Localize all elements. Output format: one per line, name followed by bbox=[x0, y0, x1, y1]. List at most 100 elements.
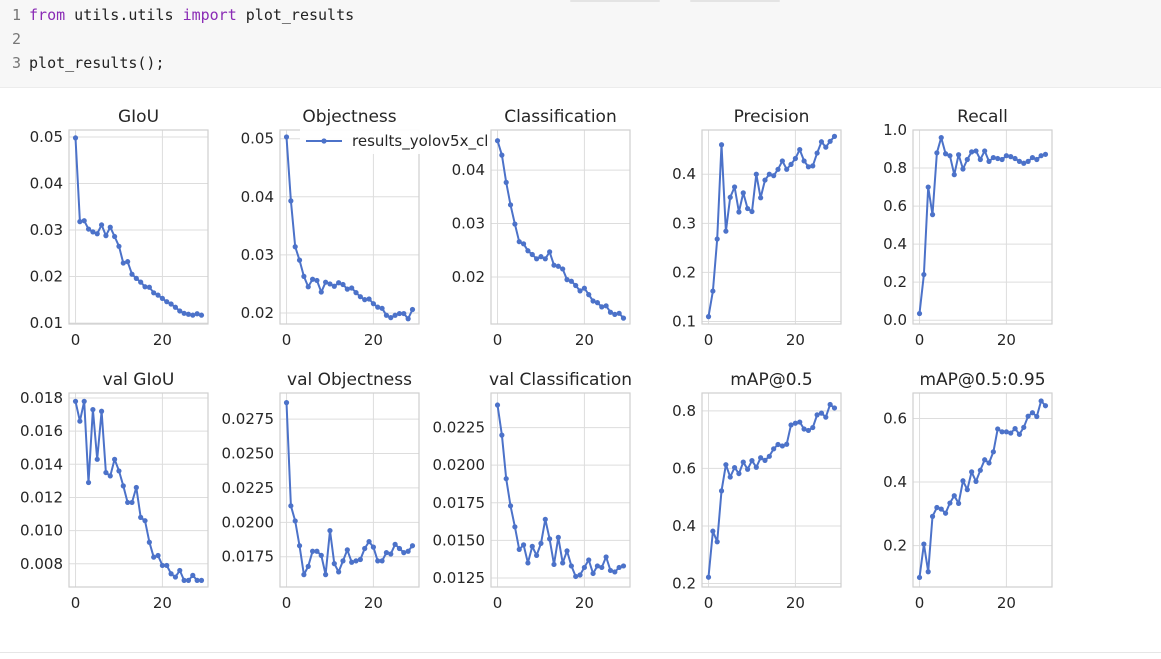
data-point bbox=[1016, 431, 1023, 437]
data-point bbox=[301, 273, 307, 279]
data-point bbox=[164, 299, 170, 305]
y-tick-label: 0.3 bbox=[672, 214, 696, 232]
data-point bbox=[805, 164, 812, 170]
data-point bbox=[107, 473, 113, 479]
data-point bbox=[190, 312, 196, 318]
y-tick-label: 0.01 bbox=[30, 314, 63, 332]
data-point bbox=[323, 279, 329, 285]
code-cell[interactable]: 1 from utils.utils import plot_results 2 … bbox=[0, 0, 1161, 88]
data-point bbox=[177, 567, 183, 574]
data-point bbox=[568, 278, 574, 284]
data-point bbox=[392, 312, 398, 318]
data-point bbox=[379, 558, 385, 564]
data-point bbox=[292, 518, 298, 524]
data-point bbox=[797, 419, 803, 425]
y-tick-label: 0.016 bbox=[20, 422, 63, 440]
data-point bbox=[551, 561, 557, 568]
data-point bbox=[362, 545, 368, 552]
y-tick-label: 0.02 bbox=[452, 268, 485, 286]
plot-area bbox=[280, 130, 419, 324]
data-point bbox=[159, 295, 165, 302]
data-point bbox=[714, 236, 720, 242]
data-point bbox=[327, 281, 333, 287]
y-tick-label: 0.2 bbox=[672, 575, 696, 593]
data-point bbox=[409, 543, 416, 549]
data-point bbox=[603, 303, 609, 309]
data-point bbox=[814, 150, 820, 156]
y-tick-label: 0.03 bbox=[30, 221, 63, 239]
code-line-3: 3 plot_results(); bbox=[12, 54, 165, 72]
data-point bbox=[107, 224, 113, 230]
data-point bbox=[507, 503, 514, 509]
toolbar-button[interactable] bbox=[570, 0, 660, 2]
data-point bbox=[305, 284, 311, 290]
data-point bbox=[827, 138, 833, 144]
data-point bbox=[366, 538, 372, 545]
x-tick-label: 20 bbox=[997, 594, 1016, 612]
y-tick-label: 0.0175 bbox=[222, 548, 275, 566]
data-point bbox=[125, 259, 131, 265]
data-point bbox=[336, 569, 342, 575]
data-point bbox=[810, 424, 816, 431]
data-point bbox=[344, 547, 350, 553]
y-tick-label: 0.04 bbox=[452, 161, 485, 179]
data-point bbox=[151, 290, 157, 296]
data-point bbox=[155, 552, 161, 559]
data-point bbox=[168, 301, 174, 307]
x-tick-label: 20 bbox=[786, 594, 805, 612]
plot-frame bbox=[279, 392, 420, 588]
data-point bbox=[827, 401, 833, 408]
data-point bbox=[77, 418, 83, 424]
data-point bbox=[529, 543, 535, 549]
data-point bbox=[331, 283, 337, 289]
cell-output: 0.01 0.02 0.03 0.04 0.05 0 20 GIoU 0.02 0.03 0.04 0… bbox=[0, 88, 1161, 655]
x-tick-label: 0 bbox=[493, 331, 503, 349]
subplot-7: 0.0175 0.0200 0.0225 0.0250 0.0275 0 20 val Obj… bbox=[222, 370, 420, 612]
code-line-1: 1 from utils.utils import plot_results bbox=[12, 6, 354, 24]
data-point bbox=[973, 148, 979, 154]
data-point bbox=[288, 198, 294, 204]
data-point bbox=[81, 398, 87, 404]
y-tick-label: 0.014 bbox=[20, 455, 63, 473]
data-point bbox=[1029, 154, 1036, 161]
data-point bbox=[309, 548, 316, 554]
data-point bbox=[323, 572, 329, 578]
y-tick-label: 0.008 bbox=[20, 555, 63, 573]
data-point bbox=[85, 479, 92, 486]
data-point bbox=[947, 500, 953, 506]
data-point bbox=[314, 548, 320, 554]
plot-frame bbox=[490, 129, 631, 325]
data-point bbox=[405, 548, 411, 554]
x-tick-label: 0 bbox=[915, 594, 925, 612]
y-tick-label: 0.0125 bbox=[433, 569, 486, 587]
data-point bbox=[723, 228, 729, 234]
data-point bbox=[745, 466, 751, 472]
data-point bbox=[612, 569, 618, 575]
data-point bbox=[499, 432, 505, 438]
data-point bbox=[573, 573, 579, 580]
y-tick-label: 0.0200 bbox=[433, 456, 486, 474]
x-tick-label: 0 bbox=[704, 594, 714, 612]
subplot-9: 0.2 0.4 0.6 0.8 0 20 mAP@0.5 bbox=[672, 370, 842, 612]
data-point bbox=[564, 548, 570, 554]
data-point bbox=[784, 166, 790, 172]
legend-label: results_yolov5x_cl bbox=[352, 132, 488, 151]
x-tick-label: 20 bbox=[786, 331, 805, 349]
data-point bbox=[383, 550, 390, 556]
data-point bbox=[1038, 398, 1044, 404]
y-tick-label: 0.018 bbox=[20, 389, 63, 407]
data-point bbox=[942, 510, 949, 516]
data-point bbox=[586, 292, 592, 298]
data-point bbox=[1016, 158, 1023, 164]
toolbar-button[interactable] bbox=[690, 0, 780, 2]
data-point bbox=[977, 156, 983, 163]
data-point bbox=[168, 571, 174, 577]
plot-frame bbox=[701, 392, 842, 588]
data-point bbox=[98, 222, 105, 228]
y-tick-label: 0.0225 bbox=[222, 479, 275, 497]
data-point bbox=[512, 221, 518, 227]
data-point bbox=[138, 279, 144, 285]
y-tick-label: 0.010 bbox=[20, 522, 63, 540]
data-point bbox=[710, 528, 716, 534]
data-point bbox=[1034, 156, 1040, 163]
